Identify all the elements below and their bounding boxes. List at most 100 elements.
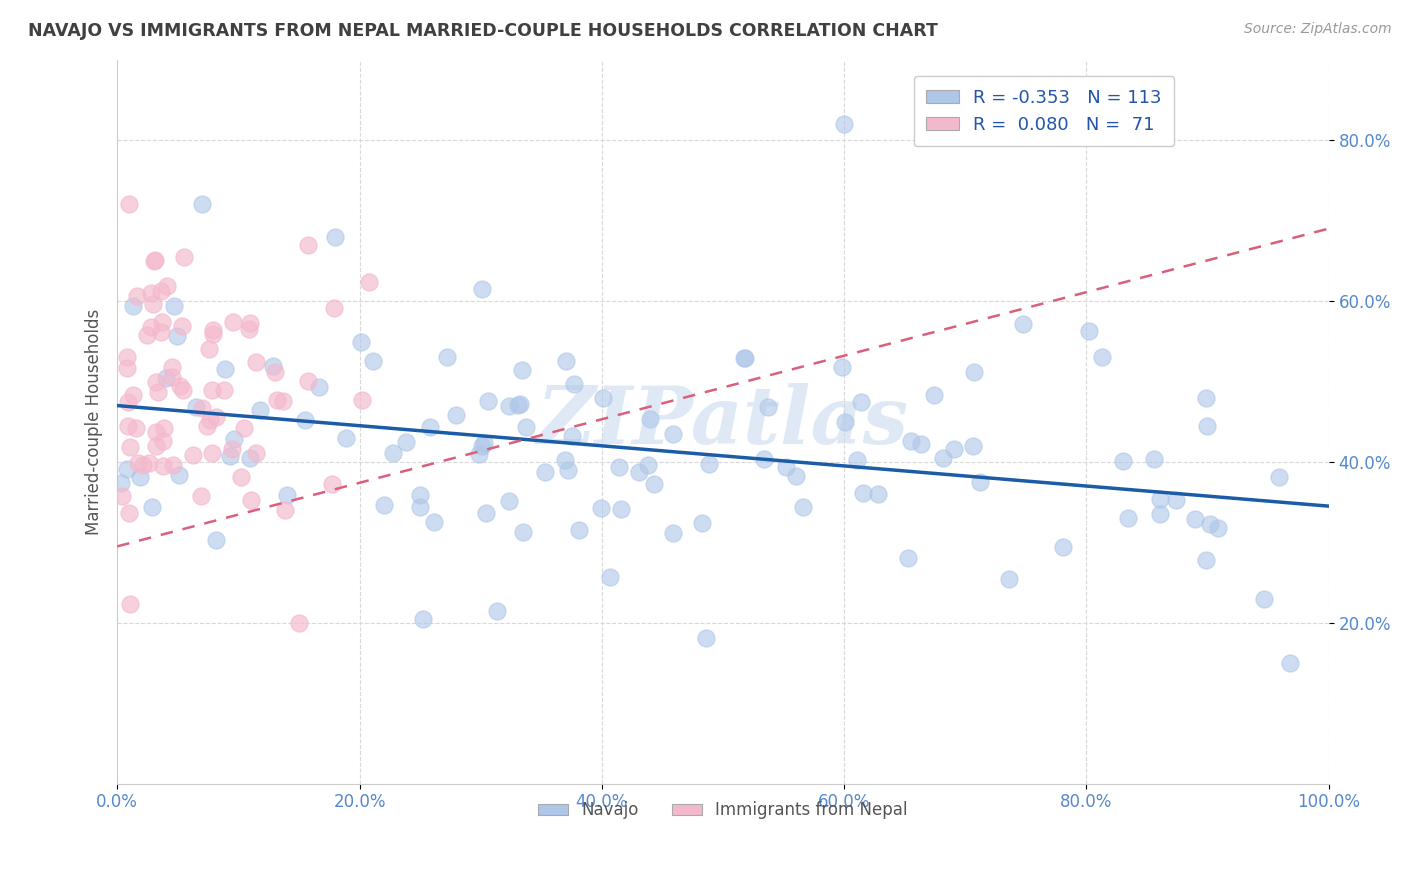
Text: ZIPatlas: ZIPatlas	[537, 383, 910, 460]
Point	[239, 316, 262, 330]
Point	[361, 354, 384, 368]
Point	[962, 439, 984, 453]
Point	[477, 394, 499, 409]
Point	[409, 488, 432, 502]
Point	[288, 615, 311, 630]
Point	[160, 369, 183, 384]
Point	[201, 326, 224, 341]
Point	[141, 500, 163, 515]
Point	[444, 409, 467, 423]
Point	[699, 457, 721, 471]
Point	[834, 415, 856, 429]
Point	[852, 486, 875, 500]
Point	[181, 448, 204, 462]
Point	[785, 469, 807, 483]
Point	[515, 419, 537, 434]
Y-axis label: Married-couple Households: Married-couple Households	[86, 309, 103, 535]
Point	[263, 365, 285, 379]
Point	[932, 450, 955, 465]
Point	[471, 439, 494, 453]
Point	[146, 384, 169, 399]
Point	[831, 360, 853, 375]
Point	[297, 238, 319, 252]
Point	[172, 383, 194, 397]
Point	[1268, 470, 1291, 484]
Point	[1149, 507, 1171, 521]
Point	[419, 420, 441, 434]
Point	[191, 197, 214, 211]
Point	[204, 409, 226, 424]
Point	[969, 475, 991, 489]
Point	[232, 421, 254, 435]
Point	[557, 463, 579, 477]
Point	[627, 466, 650, 480]
Point	[117, 462, 139, 476]
Point	[218, 450, 240, 464]
Point	[323, 229, 346, 244]
Point	[510, 362, 533, 376]
Point	[562, 376, 585, 391]
Point	[756, 400, 779, 414]
Point	[382, 446, 405, 460]
Point	[127, 456, 149, 470]
Point	[153, 421, 176, 435]
Point	[190, 489, 212, 503]
Point	[145, 425, 167, 439]
Point	[661, 427, 683, 442]
Point	[962, 365, 984, 379]
Point	[124, 421, 146, 435]
Point	[910, 436, 932, 450]
Point	[436, 350, 458, 364]
Point	[498, 400, 520, 414]
Point	[599, 570, 621, 584]
Point	[132, 458, 155, 473]
Point	[1195, 553, 1218, 567]
Point	[214, 362, 236, 376]
Point	[229, 470, 252, 484]
Point	[1149, 492, 1171, 507]
Point	[170, 319, 193, 334]
Point	[239, 451, 262, 466]
Text: Source: ZipAtlas.com: Source: ZipAtlas.com	[1244, 22, 1392, 37]
Point	[245, 355, 267, 369]
Point	[166, 329, 188, 343]
Point	[775, 460, 797, 475]
Point	[173, 250, 195, 264]
Point	[143, 253, 166, 268]
Point	[294, 413, 316, 427]
Point	[201, 323, 224, 337]
Point	[160, 359, 183, 374]
Point	[733, 351, 755, 365]
Point	[115, 360, 138, 375]
Point	[129, 470, 152, 484]
Point	[156, 279, 179, 293]
Point	[149, 284, 172, 298]
Point	[1116, 510, 1139, 524]
Point	[169, 379, 191, 393]
Point	[512, 524, 534, 539]
Point	[139, 286, 162, 301]
Point	[122, 299, 145, 313]
Point	[152, 459, 174, 474]
Point	[135, 328, 157, 343]
Point	[592, 391, 614, 405]
Point	[118, 506, 141, 520]
Point	[323, 301, 346, 315]
Point	[145, 439, 167, 453]
Point	[997, 572, 1019, 586]
Point	[350, 335, 373, 350]
Point	[141, 320, 163, 334]
Point	[412, 612, 434, 626]
Point	[534, 465, 557, 479]
Point	[152, 315, 174, 329]
Point	[249, 403, 271, 417]
Point	[222, 315, 245, 329]
Text: NAVAJO VS IMMIGRANTS FROM NEPAL MARRIED-COUPLE HOUSEHOLDS CORRELATION CHART: NAVAJO VS IMMIGRANTS FROM NEPAL MARRIED-…	[28, 22, 938, 40]
Point	[897, 550, 920, 565]
Point	[506, 398, 529, 412]
Point	[1184, 512, 1206, 526]
Point	[120, 597, 142, 611]
Point	[142, 297, 165, 311]
Point	[610, 501, 633, 516]
Point	[591, 501, 613, 516]
